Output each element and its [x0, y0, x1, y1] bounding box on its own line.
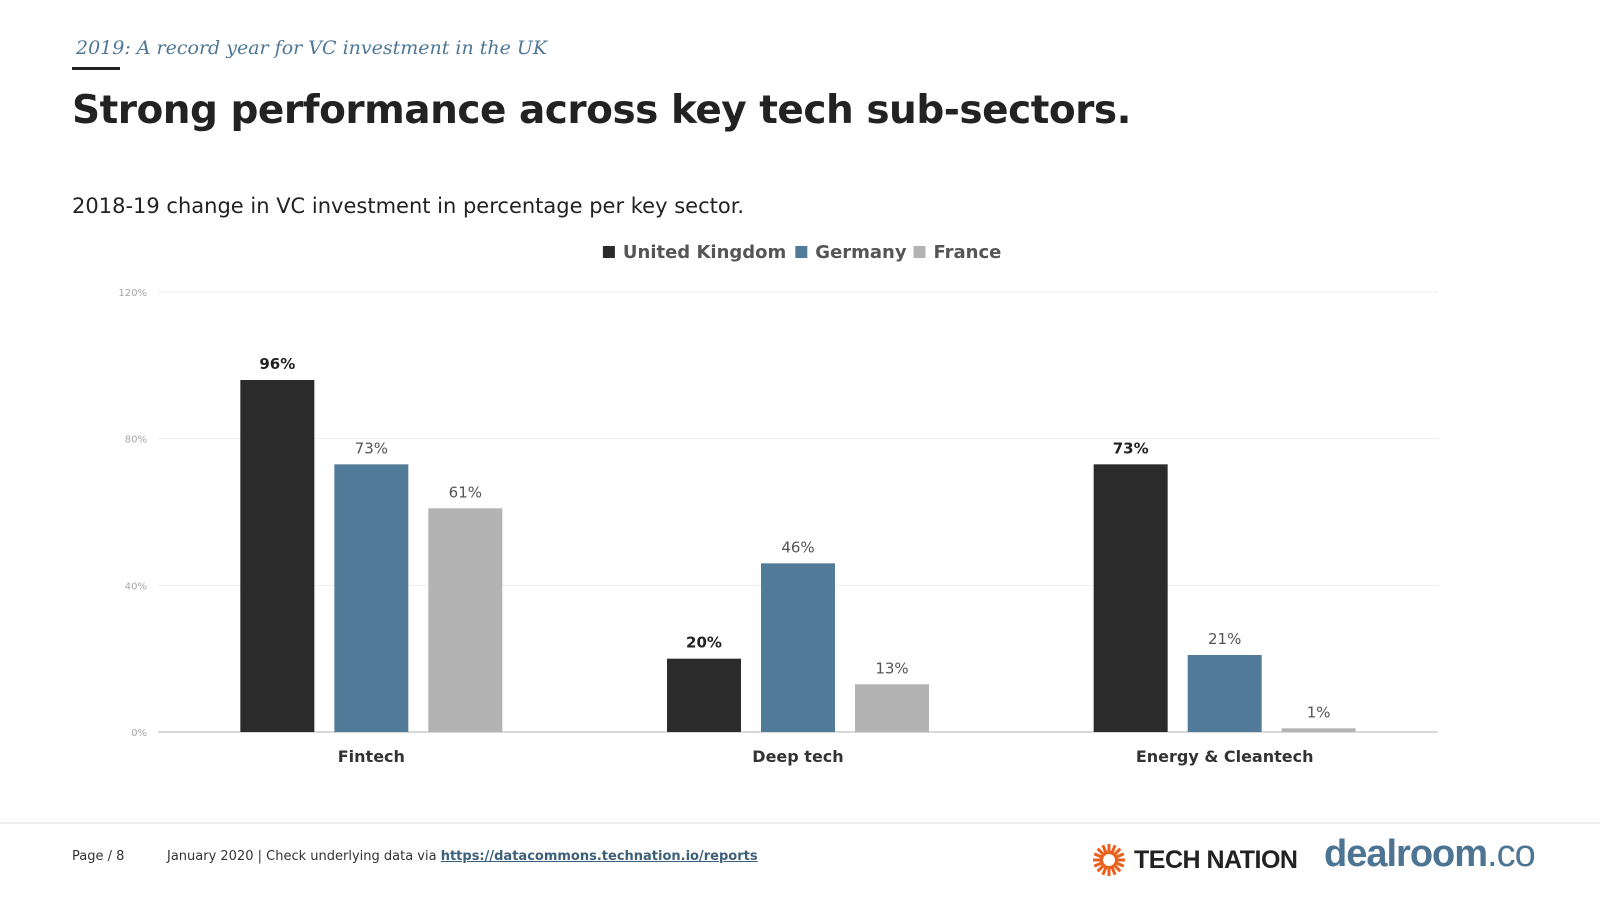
- bar: [1093, 464, 1168, 732]
- y-tick-label: 120%: [118, 288, 147, 299]
- dealroom-wordmark: dealroom: [1324, 833, 1488, 875]
- legend-swatch: [602, 246, 615, 258]
- data-label: 21%: [1208, 630, 1241, 648]
- legend-label: Germany: [815, 242, 907, 263]
- bar: [334, 464, 409, 732]
- kicker-text: 2019: A record year for VC investment in…: [76, 37, 548, 59]
- y-tick-label: 0%: [131, 728, 147, 739]
- x-tick-label: Deep tech: [752, 747, 843, 766]
- legend-swatch: [913, 246, 926, 258]
- bar: [761, 563, 835, 732]
- tech-nation-logo: TECH NATION: [1092, 843, 1298, 877]
- bar-chart: 0% 40% 80% 120% 96% 73% 61% Fintech 20% 46% 13% Dee…: [118, 242, 1438, 766]
- sunburst-icon: [1093, 844, 1125, 876]
- y-tick-label: 80%: [125, 435, 147, 446]
- footer-divider: [0, 822, 1600, 824]
- bar: [428, 508, 503, 732]
- legend-label: United Kingdom: [623, 242, 786, 263]
- footer-note: January 2020 | Check underlying data via…: [167, 849, 758, 864]
- chart-title: 2018-19 change in VC investment in perce…: [72, 194, 745, 218]
- bar: [1281, 728, 1356, 732]
- page-title: Strong performance across key tech sub-s…: [72, 88, 1131, 133]
- data-label: 1%: [1307, 703, 1331, 721]
- data-label: 20%: [686, 634, 722, 652]
- data-label: 96%: [259, 355, 295, 373]
- data-label: 61%: [449, 483, 482, 501]
- page-number: Page / 8: [72, 849, 125, 864]
- tech-nation-wordmark: TECH NATION: [1134, 845, 1298, 874]
- bar: [667, 658, 741, 732]
- data-label: 46%: [781, 538, 814, 556]
- dealroom-logo: dealroom.co: [1324, 833, 1536, 876]
- legend-swatch: [795, 246, 808, 258]
- dealroom-tld: .co: [1487, 833, 1536, 875]
- data-label: 13%: [875, 659, 908, 677]
- legend-label: France: [934, 242, 1002, 263]
- x-tick-label: Fintech: [338, 747, 405, 766]
- bar: [855, 684, 929, 732]
- footer-note-text: January 2020 | Check underlying data via: [167, 849, 441, 864]
- y-tick-label: 40%: [125, 581, 147, 592]
- data-link[interactable]: https://datacommons.technation.io/report…: [440, 849, 758, 864]
- data-label: 73%: [355, 439, 388, 457]
- x-tick-label: Energy & Cleantech: [1136, 747, 1314, 766]
- bar: [1187, 655, 1262, 732]
- bar: [240, 380, 315, 732]
- kicker-rule: [72, 67, 120, 70]
- data-label: 73%: [1113, 439, 1149, 457]
